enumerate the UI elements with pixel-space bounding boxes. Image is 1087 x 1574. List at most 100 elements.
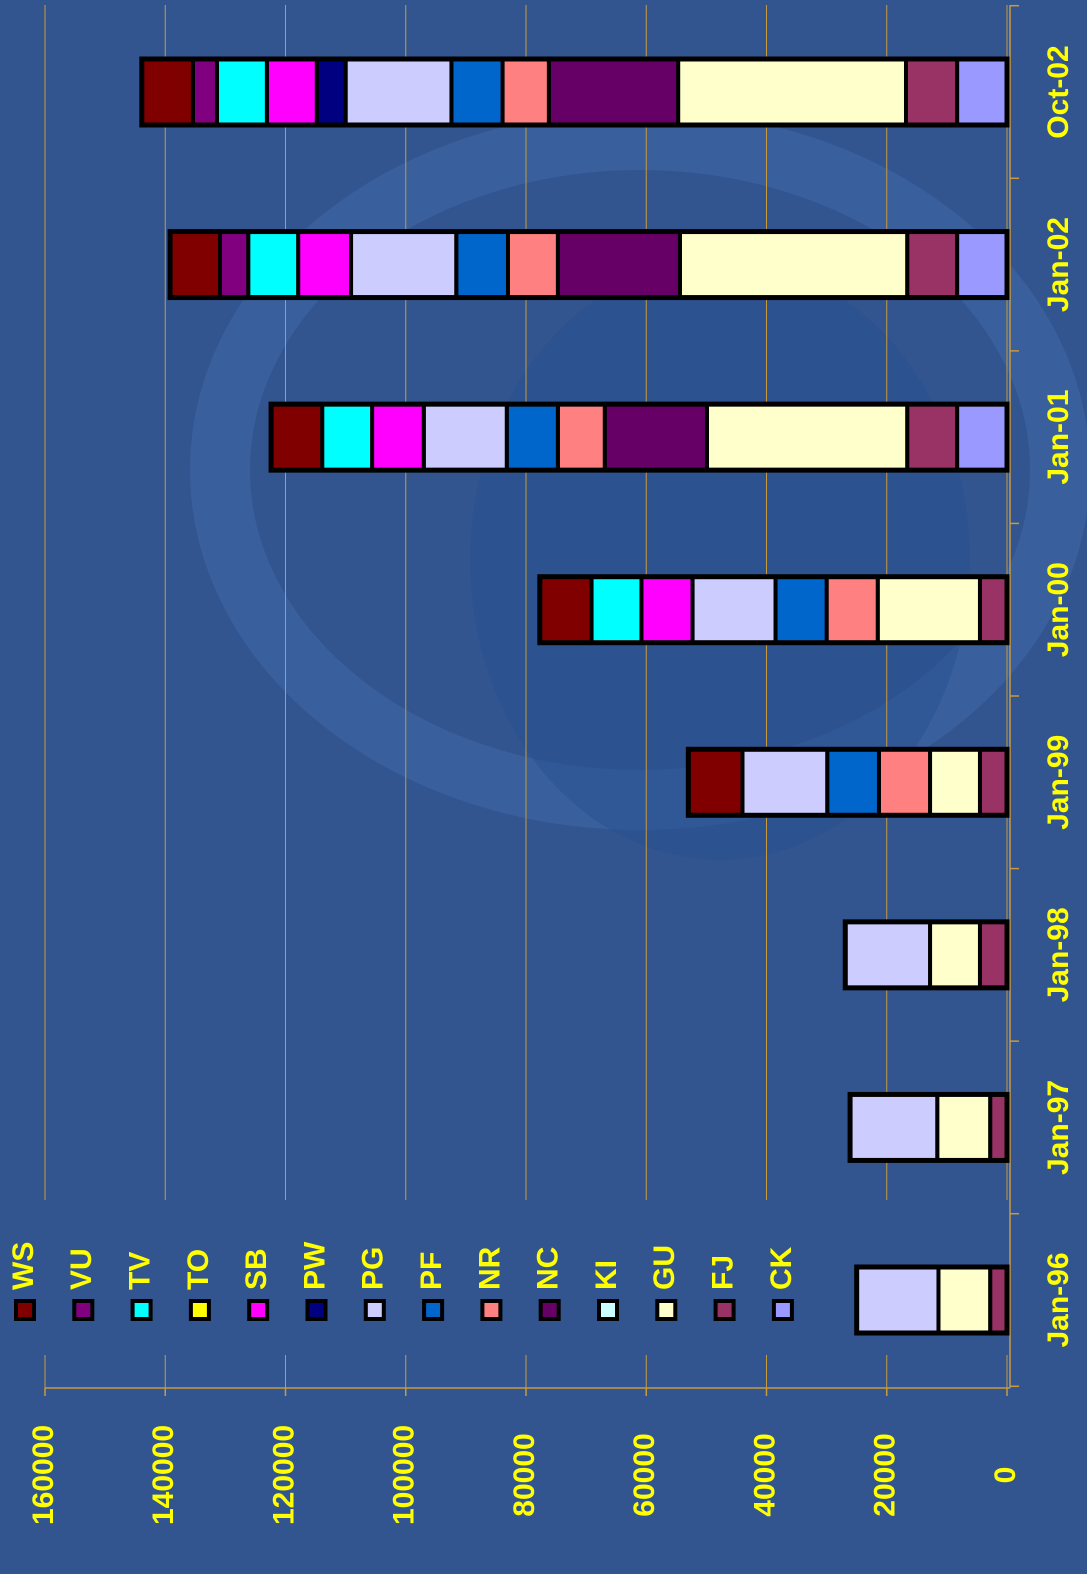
bar-segment [346,59,452,125]
legend-swatch [308,1301,326,1319]
bar-segment [217,59,267,125]
bar-segment [680,232,907,298]
bar-segment [776,577,827,643]
bar-segment [990,1094,1007,1160]
bar-segment [688,749,742,815]
bar-segment [957,59,1007,125]
y-tick-label: 0 [989,1467,1022,1484]
legend-label: WS [7,1242,40,1290]
y-tick-label: 80000 [508,1433,541,1516]
x-tick-label: Jan-00 [1042,562,1075,657]
bar-segment [930,922,980,988]
bar-segment [451,59,502,125]
bar-segment [507,404,558,470]
bar-segment [990,1267,1007,1333]
bar-segment [906,59,957,125]
bar-segment [424,404,507,470]
bar-segment [678,59,906,125]
bar-segment [937,1094,990,1160]
legend-swatch [599,1301,617,1319]
legend-label: TV [124,1252,157,1290]
chart: 0 20000 40000 60000 80000 100000 120000 140000 1… [0,0,1087,1574]
bar-segment [850,1094,937,1160]
legend-swatch [716,1301,734,1319]
x-tick-label: Jan-98 [1042,907,1075,1002]
bar-segment [142,59,193,125]
bar-segment [503,59,549,125]
bar-segment [938,1267,990,1333]
bar-segment [827,577,878,643]
bar-segment [957,232,1007,298]
legend-label: NR [473,1246,506,1290]
bar-segment [845,922,930,988]
legend-label: CK [765,1246,798,1290]
legend-label: FJ [707,1255,740,1290]
y-tick-label: 40000 [748,1433,781,1516]
bar-segment [540,577,592,643]
bar-segment [930,749,980,815]
bar-segment [549,59,678,125]
bar-segment [271,404,322,470]
bar-segment [351,232,456,298]
bar-segment [980,749,1007,815]
bar-segment [707,404,907,470]
bar-segment [980,922,1007,988]
bar-segment [322,404,372,470]
y-tick-label: 160000 [27,1425,60,1525]
x-tick-label: Jan-96 [1042,1252,1075,1347]
bar-segment [508,232,558,298]
legend-swatch [541,1301,559,1319]
bar-segment [827,749,879,815]
bar-segment [592,577,642,643]
x-tick-label: Jan-02 [1042,217,1075,312]
bar-segment [857,1267,939,1333]
x-tick-label: Jan-97 [1042,1080,1075,1175]
legend-label: GU [648,1245,681,1290]
legend-swatch [366,1301,384,1319]
bar-segment [456,232,508,298]
bar-segment [742,749,827,815]
x-tick-label: Oct-02 [1042,45,1075,138]
legend-label: VU [65,1248,98,1290]
y-tick-label: 20000 [869,1433,902,1516]
bar-segment [558,232,680,298]
legend-swatch [657,1301,675,1319]
legend-label: PW [298,1241,331,1290]
bar-segment [248,232,298,298]
bar-segment [641,577,692,643]
legend-label: PF [415,1252,448,1290]
legend-swatch [133,1301,151,1319]
legend-swatch [249,1301,267,1319]
bar-segment [907,404,957,470]
bar-segment [558,404,605,470]
bar-segment [170,232,220,298]
y-tick-label: 60000 [628,1433,661,1516]
legend-swatch [74,1301,92,1319]
x-tick-label: Jan-99 [1042,735,1075,830]
x-tick-label: Jan-01 [1042,390,1075,485]
legend-swatch [16,1301,34,1319]
bar-segment [220,232,248,298]
legend-label: SB [240,1248,273,1290]
bar-segment [878,577,980,643]
bar-segment [193,59,217,125]
legend-swatch [482,1301,500,1319]
bar-segment [605,404,707,470]
bar-segment [879,749,930,815]
legend-swatch [424,1301,442,1319]
legend-label: PG [357,1247,390,1290]
legend-label: TO [182,1249,215,1290]
bar-segment [372,404,424,470]
bar-segment [980,577,1007,643]
bar-segment [298,232,351,298]
legend-label: NC [532,1247,565,1290]
legend-swatch [191,1301,209,1319]
bar-segment [957,404,1007,470]
bar-segment [693,577,776,643]
bar-segment [907,232,957,298]
y-tick-label: 100000 [388,1425,421,1525]
y-tick-label: 120000 [267,1425,300,1525]
legend-swatch [774,1301,792,1319]
y-tick-label: 140000 [147,1425,180,1525]
bar-segment [317,59,346,125]
